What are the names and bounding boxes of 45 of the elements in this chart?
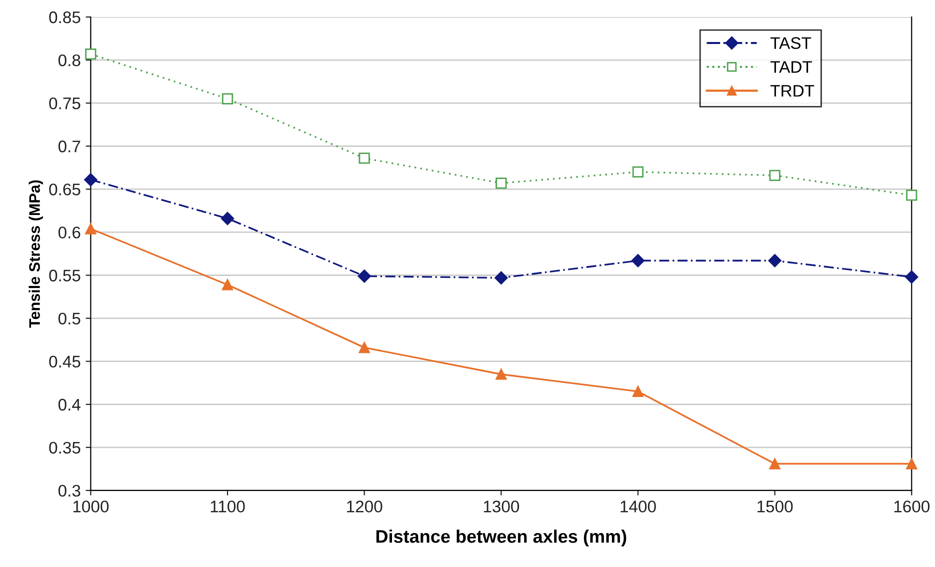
y-tick-label: 0.4 bbox=[58, 398, 80, 411]
point bbox=[769, 458, 780, 470]
x-tick-label: 1400 bbox=[620, 500, 656, 512]
point bbox=[358, 152, 370, 164]
x-axis-title: Distance between axles (mm) bbox=[376, 530, 626, 546]
point bbox=[496, 178, 507, 189]
point bbox=[905, 270, 918, 284]
point bbox=[769, 170, 780, 181]
y-tick-label: 0.8 bbox=[58, 54, 80, 66]
y-tick-label: 0.55 bbox=[49, 270, 80, 282]
point bbox=[494, 271, 508, 284]
y-tick-label: 0.65 bbox=[49, 184, 80, 196]
y-tick-label: 0.6 bbox=[58, 226, 80, 238]
y-tick-label: 0.35 bbox=[49, 442, 80, 454]
point bbox=[222, 93, 234, 104]
y-tick-label: 0.75 bbox=[49, 97, 80, 110]
x-tick-label: 1000 bbox=[73, 500, 109, 512]
point bbox=[84, 173, 98, 186]
x-tick-label: 1200 bbox=[347, 500, 382, 512]
point bbox=[222, 279, 234, 290]
point bbox=[906, 458, 918, 470]
point bbox=[358, 270, 371, 283]
y-axis-title: Tensile Stress (MPa) bbox=[28, 180, 43, 328]
point bbox=[768, 254, 782, 268]
point bbox=[632, 166, 644, 178]
point bbox=[85, 223, 96, 234]
x-tick-label: 1100 bbox=[210, 500, 245, 512]
point bbox=[631, 254, 645, 268]
y-tick-label: 0.85 bbox=[49, 11, 80, 24]
x-tick-label: 1500 bbox=[758, 500, 793, 512]
legend-label: TRDT bbox=[770, 85, 814, 97]
x-tick-label: 1300 bbox=[484, 500, 520, 512]
y-tick-label: 0.3 bbox=[58, 484, 80, 497]
point bbox=[220, 212, 234, 226]
point bbox=[85, 48, 96, 60]
x-tick-label: 1600 bbox=[894, 500, 930, 512]
point bbox=[906, 190, 918, 201]
legend-label: TAST bbox=[770, 37, 812, 49]
point bbox=[358, 342, 370, 354]
y-tick-label: 0.7 bbox=[58, 140, 80, 152]
point bbox=[632, 386, 644, 398]
point bbox=[496, 368, 507, 380]
legend-label: TADT bbox=[770, 61, 812, 73]
y-tick-label: 0.5 bbox=[58, 312, 80, 324]
y-tick-label: 0.45 bbox=[49, 356, 80, 368]
